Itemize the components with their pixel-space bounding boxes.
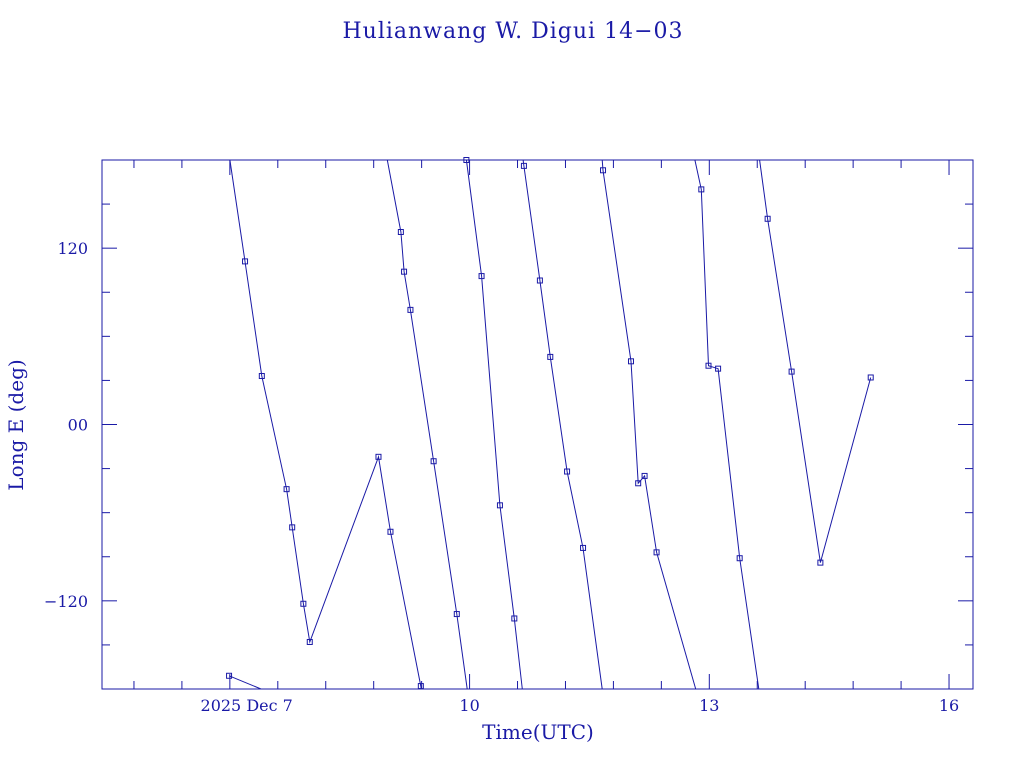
data-point — [387, 528, 394, 535]
data-point — [653, 549, 660, 556]
data-point — [478, 273, 485, 280]
data-point — [258, 373, 265, 380]
data-point — [600, 167, 607, 174]
series-line — [229, 159, 422, 690]
data-point — [306, 638, 313, 645]
plot-frame — [101, 159, 974, 690]
data-point — [788, 368, 795, 375]
series-line — [522, 159, 603, 690]
data-point — [564, 468, 571, 475]
data-point — [226, 672, 233, 679]
data-point — [867, 374, 874, 381]
data-point — [635, 480, 642, 487]
data-point — [300, 600, 307, 607]
data-point — [430, 458, 437, 465]
x-tick-label: 16 — [939, 696, 959, 715]
series-line — [759, 159, 872, 563]
data-point — [453, 611, 460, 618]
y-axis-label: Long E (deg) — [4, 359, 28, 490]
series-line — [228, 675, 262, 690]
series-line — [601, 159, 697, 690]
data-point — [641, 472, 648, 479]
chart-title: Hulianwang W. Digui 14−03 — [342, 19, 683, 44]
data-point — [283, 486, 290, 493]
data-point — [817, 559, 824, 566]
series-line — [465, 159, 523, 690]
data-point — [242, 258, 249, 265]
x-axis: 2025 Dec 7 10 13 16 — [133, 160, 959, 715]
data-point — [580, 544, 587, 551]
series-line — [694, 159, 760, 690]
data-point — [401, 268, 408, 275]
data-point — [496, 502, 503, 509]
data-point — [407, 306, 414, 313]
data-point — [736, 555, 743, 562]
x-tick-label: 10 — [459, 696, 479, 715]
data-point — [715, 365, 722, 372]
data-point — [511, 615, 518, 622]
x-tick-label: 13 — [699, 696, 719, 715]
y-axis: 120 00 −120 — [44, 203, 973, 646]
y-tick-label: −120 — [44, 592, 88, 611]
x-tick-label: 2025 Dec 7 — [201, 696, 293, 715]
y-tick-label: 120 — [57, 239, 88, 258]
data-series — [226, 157, 874, 690]
data-point — [764, 215, 771, 222]
series-line — [386, 159, 468, 690]
y-tick-label: 00 — [68, 416, 88, 435]
data-point — [627, 358, 634, 365]
data-point — [547, 353, 554, 360]
data-point — [375, 453, 382, 460]
data-point — [289, 524, 296, 531]
data-point — [536, 277, 543, 284]
data-point — [705, 362, 712, 369]
data-point — [397, 229, 404, 236]
data-point — [698, 186, 705, 193]
x-axis-label: Time(UTC) — [482, 720, 594, 744]
data-point — [520, 162, 527, 169]
